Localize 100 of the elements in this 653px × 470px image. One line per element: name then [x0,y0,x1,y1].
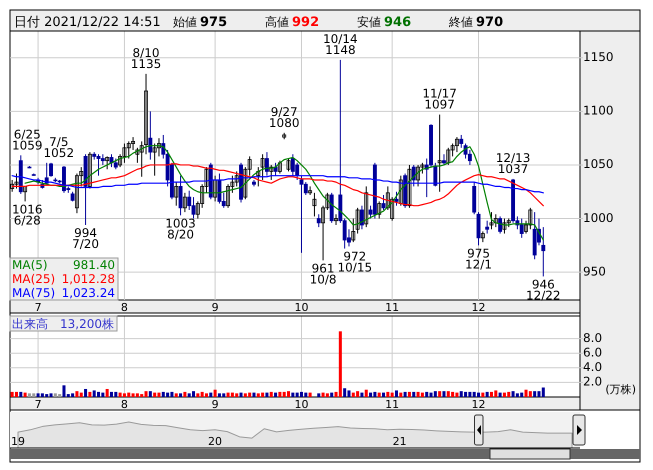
text: 992 [292,15,320,30]
bar [542,388,545,397]
bar [296,392,299,397]
bar [40,393,44,397]
bar [153,392,156,397]
bar [386,392,390,397]
bar [282,392,286,397]
bar [118,392,122,397]
chart-title: 日付 2021/12/22 14:51 [14,15,161,30]
text: 1003 8/20 [165,216,196,242]
bar [455,392,458,397]
y-tick-label: 1100 [583,104,614,118]
bar [528,391,532,397]
text: 10/14 1148 [323,32,358,57]
bar [382,392,386,397]
bar [101,392,104,397]
bar [84,388,88,397]
bar [451,392,454,397]
bar [274,392,278,397]
bar [136,393,139,397]
x-tick-label: 11 [385,398,400,411]
bar [425,392,428,397]
text: MA(75) [12,286,56,300]
bar [498,392,502,397]
x-tick-label: 19 [11,435,25,448]
text: 994 7/20 [72,226,100,251]
bar [369,392,372,397]
bar [446,391,450,397]
bar [364,390,368,397]
text: 970 [476,15,504,30]
bar [240,392,243,397]
bar [494,390,498,397]
bar [524,390,528,397]
bar [114,392,118,397]
bar [256,393,260,397]
bar [404,392,407,397]
bar [157,392,160,397]
bar [14,392,18,397]
bar [265,392,268,397]
bar [148,391,152,397]
y-tick-label: 1000 [583,210,614,225]
bar [420,392,424,397]
bar [343,388,346,397]
bar [416,392,420,397]
text: 7/5 1052 [44,134,74,160]
bar [248,392,252,397]
bar [222,393,226,397]
x-tick-label: 11 [385,301,400,314]
x-tick-label: 12 [472,398,486,411]
x-tick-label: 20 [208,435,222,448]
bar [347,390,350,397]
bar [291,392,294,397]
x-tick-label: 9 [212,301,219,314]
bar [326,393,329,397]
bar [533,391,536,397]
x-tick-label: 8 [120,301,128,314]
bar [261,392,264,397]
text: MA(25) [12,272,56,286]
bar [352,392,355,397]
bar [10,392,14,397]
annotation: 981.40 [73,258,115,272]
bar [127,392,130,397]
bar [36,393,40,397]
text: 972 10/15 [338,250,372,275]
bar [252,392,256,397]
y-tick-label: 8.0 [583,330,602,345]
bar [80,392,83,397]
text: 終値 [448,15,473,29]
bar [183,392,186,397]
bar [235,393,238,397]
y-tick-label: 2.0 [583,374,602,389]
bar [244,393,247,397]
bar [71,393,74,397]
bar [481,392,484,397]
bar [19,392,22,397]
bar [408,392,411,397]
bar [54,393,57,397]
x-tick-label: 12 [472,301,486,314]
bar [58,394,62,397]
bar [308,392,312,397]
text: 11/17 1097 [422,86,457,112]
bar [32,393,36,397]
bar [88,392,92,397]
bar [460,391,463,397]
text: 12/13 1037 [496,150,530,176]
bar [507,392,510,397]
bar [200,392,204,397]
bar [472,392,476,397]
bar [140,394,144,397]
x-tick-label: 7 [34,301,42,314]
chart-title: 出来高 13,200株 [12,317,114,331]
text: 高値 [265,15,289,29]
text: 946 [384,15,412,30]
text: 安値 [357,15,381,29]
x-tick-label: 10 [294,398,308,411]
bar [92,390,96,397]
bar [24,392,27,397]
bar [278,392,282,397]
bar [512,391,515,397]
bar [317,393,320,397]
